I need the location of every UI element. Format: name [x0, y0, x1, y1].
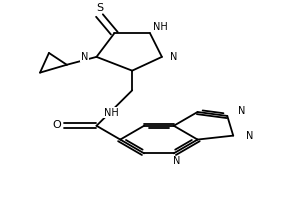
Text: S: S [96, 3, 103, 13]
Text: N: N [173, 156, 180, 166]
Text: O: O [52, 120, 61, 130]
Text: N: N [170, 52, 178, 62]
Text: NH: NH [153, 22, 168, 32]
Text: N: N [81, 52, 88, 62]
Text: N: N [246, 131, 253, 141]
Text: NH: NH [104, 108, 119, 118]
Text: N: N [238, 106, 246, 116]
